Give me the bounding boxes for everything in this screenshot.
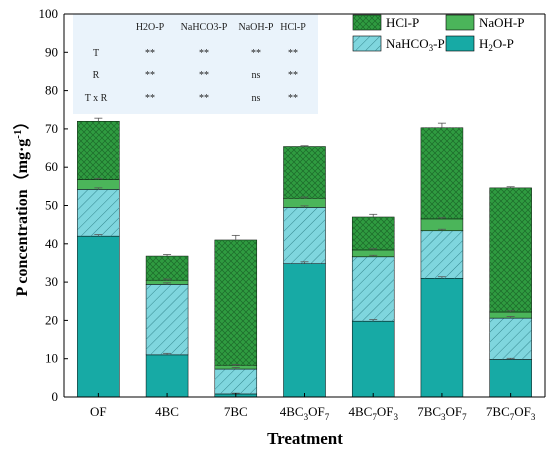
x-tick-label: 7BC xyxy=(224,404,248,419)
y-tick-label: 0 xyxy=(52,389,59,404)
y-axis-title-close: ） xyxy=(13,114,31,130)
x-tick-label: 7BC3OF7 xyxy=(417,404,467,422)
y-tick-label: 70 xyxy=(45,121,58,136)
table-cell: ns xyxy=(252,70,261,81)
legend-label-hcl-p: HCl-P xyxy=(386,15,419,30)
y-tick-label: 80 xyxy=(45,83,58,98)
legend-label-h2o-p: H2O-P xyxy=(479,36,514,53)
significance-table-background xyxy=(73,14,318,114)
bar-hatch-nahco3-p-4 xyxy=(352,256,395,322)
bar-hatch-nahco3-p-5 xyxy=(420,230,463,279)
legend-swatch-hatch-hcl-p xyxy=(353,15,381,30)
bar-h2o-p-0 xyxy=(77,235,120,398)
x-tick-label: 4BC xyxy=(155,404,179,419)
bar-h2o-p-1 xyxy=(145,354,189,398)
y-tick-label: 10 xyxy=(45,351,58,366)
y-axis-title-main: P concentration（mg·g xyxy=(13,139,31,297)
y-ticks: 0 10 20 30 40 50 60 70 80 90 100 xyxy=(39,6,68,404)
axes: 0 10 20 30 40 50 60 70 80 90 100 OF 4BC 7BC 4BC3OF7 4B… xyxy=(39,6,546,422)
y-tick-label: 100 xyxy=(39,6,59,21)
bar-hatch-hcl-p-1 xyxy=(146,256,189,281)
bar-h2o-p-5 xyxy=(420,278,464,398)
bar-hatch-hcl-p-5 xyxy=(420,127,463,219)
legend-label-naoh-p: NaOH-P xyxy=(479,15,525,30)
table-cell: ** xyxy=(288,70,298,81)
y-tick-label: 90 xyxy=(45,44,58,59)
table-cell: ** xyxy=(145,70,155,81)
bar-h2o-p-4 xyxy=(351,320,395,398)
table-cell: ** xyxy=(199,70,209,81)
y-tick-label: 20 xyxy=(45,312,58,327)
legend-swatch-hatch-nahco3-p xyxy=(353,36,381,51)
table-header-cell: H2O-P xyxy=(136,22,165,33)
error-bars xyxy=(94,117,515,394)
bar-hatch-nahco3-p-3 xyxy=(283,207,326,264)
table-cell: ** xyxy=(288,93,298,104)
x-tick-label: 7BC7OF3 xyxy=(486,404,536,422)
bar-hatch-hcl-p-2 xyxy=(214,239,257,366)
significance-table: H2O-P NaHCO3-P NaOH-P HCl-P T ** ** ** ** R ** ** ns… xyxy=(73,14,318,114)
bar-h2o-p-3 xyxy=(283,263,326,398)
legend-label-nahco3-p: NaHCO3-P xyxy=(386,36,445,53)
table-row-label: T xyxy=(93,48,99,59)
legend-swatch-naoh-p xyxy=(445,14,475,31)
table-cell: ** xyxy=(199,93,209,104)
bar-h2o-p-6 xyxy=(489,359,532,398)
bar-hatch-hcl-p-4 xyxy=(352,216,395,250)
table-row-label: T x R xyxy=(85,93,108,104)
y-tick-label: 60 xyxy=(45,159,58,174)
table-cell: ** xyxy=(251,48,261,59)
table-cell: ** xyxy=(145,48,155,59)
y-tick-label: 30 xyxy=(45,274,58,289)
y-tick-label: 40 xyxy=(45,236,58,251)
table-cell: ** xyxy=(199,48,209,59)
table-header-cell: NaOH-P xyxy=(239,22,274,33)
bar-hatch-nahco3-p-1 xyxy=(146,284,189,355)
y-axis-title: P concentration（mg·g-1） xyxy=(12,114,31,297)
x-axis-title: Treatment xyxy=(267,429,343,448)
bar-hatch-hcl-p-3 xyxy=(283,146,326,199)
bar-hatch-hcl-p-0 xyxy=(77,121,120,180)
legend-swatch-h2o-p xyxy=(445,35,475,52)
bar-hatch-nahco3-p-2 xyxy=(214,369,257,394)
table-header-cell: HCl-P xyxy=(280,22,306,33)
y-tick-label: 50 xyxy=(45,198,58,213)
bar-hatch-hcl-p-6 xyxy=(489,187,532,312)
x-ticks: OF 4BC 7BC 4BC3OF7 4BC7OF3 7BC3OF7 7BC7OF3 xyxy=(90,393,536,422)
table-cell: ** xyxy=(288,48,298,59)
x-tick-label: OF xyxy=(90,404,107,419)
y-axis-title-exponent: -1 xyxy=(12,130,24,139)
table-row-label: R xyxy=(93,70,100,81)
table-cell: ns xyxy=(252,93,261,104)
x-tick-label: 4BC3OF7 xyxy=(280,404,330,422)
table-cell: ** xyxy=(145,93,155,104)
x-tick-label: 4BC7OF3 xyxy=(348,404,398,422)
legend: HCl-P NaOH-P NaHCO3-P H2O-P xyxy=(352,14,525,53)
bar-hatch-nahco3-p-6 xyxy=(489,318,532,360)
table-header-cell: NaHCO3-P xyxy=(181,22,228,33)
bar-hatch-nahco3-p-0 xyxy=(77,189,120,237)
bar-stacks xyxy=(77,120,532,398)
